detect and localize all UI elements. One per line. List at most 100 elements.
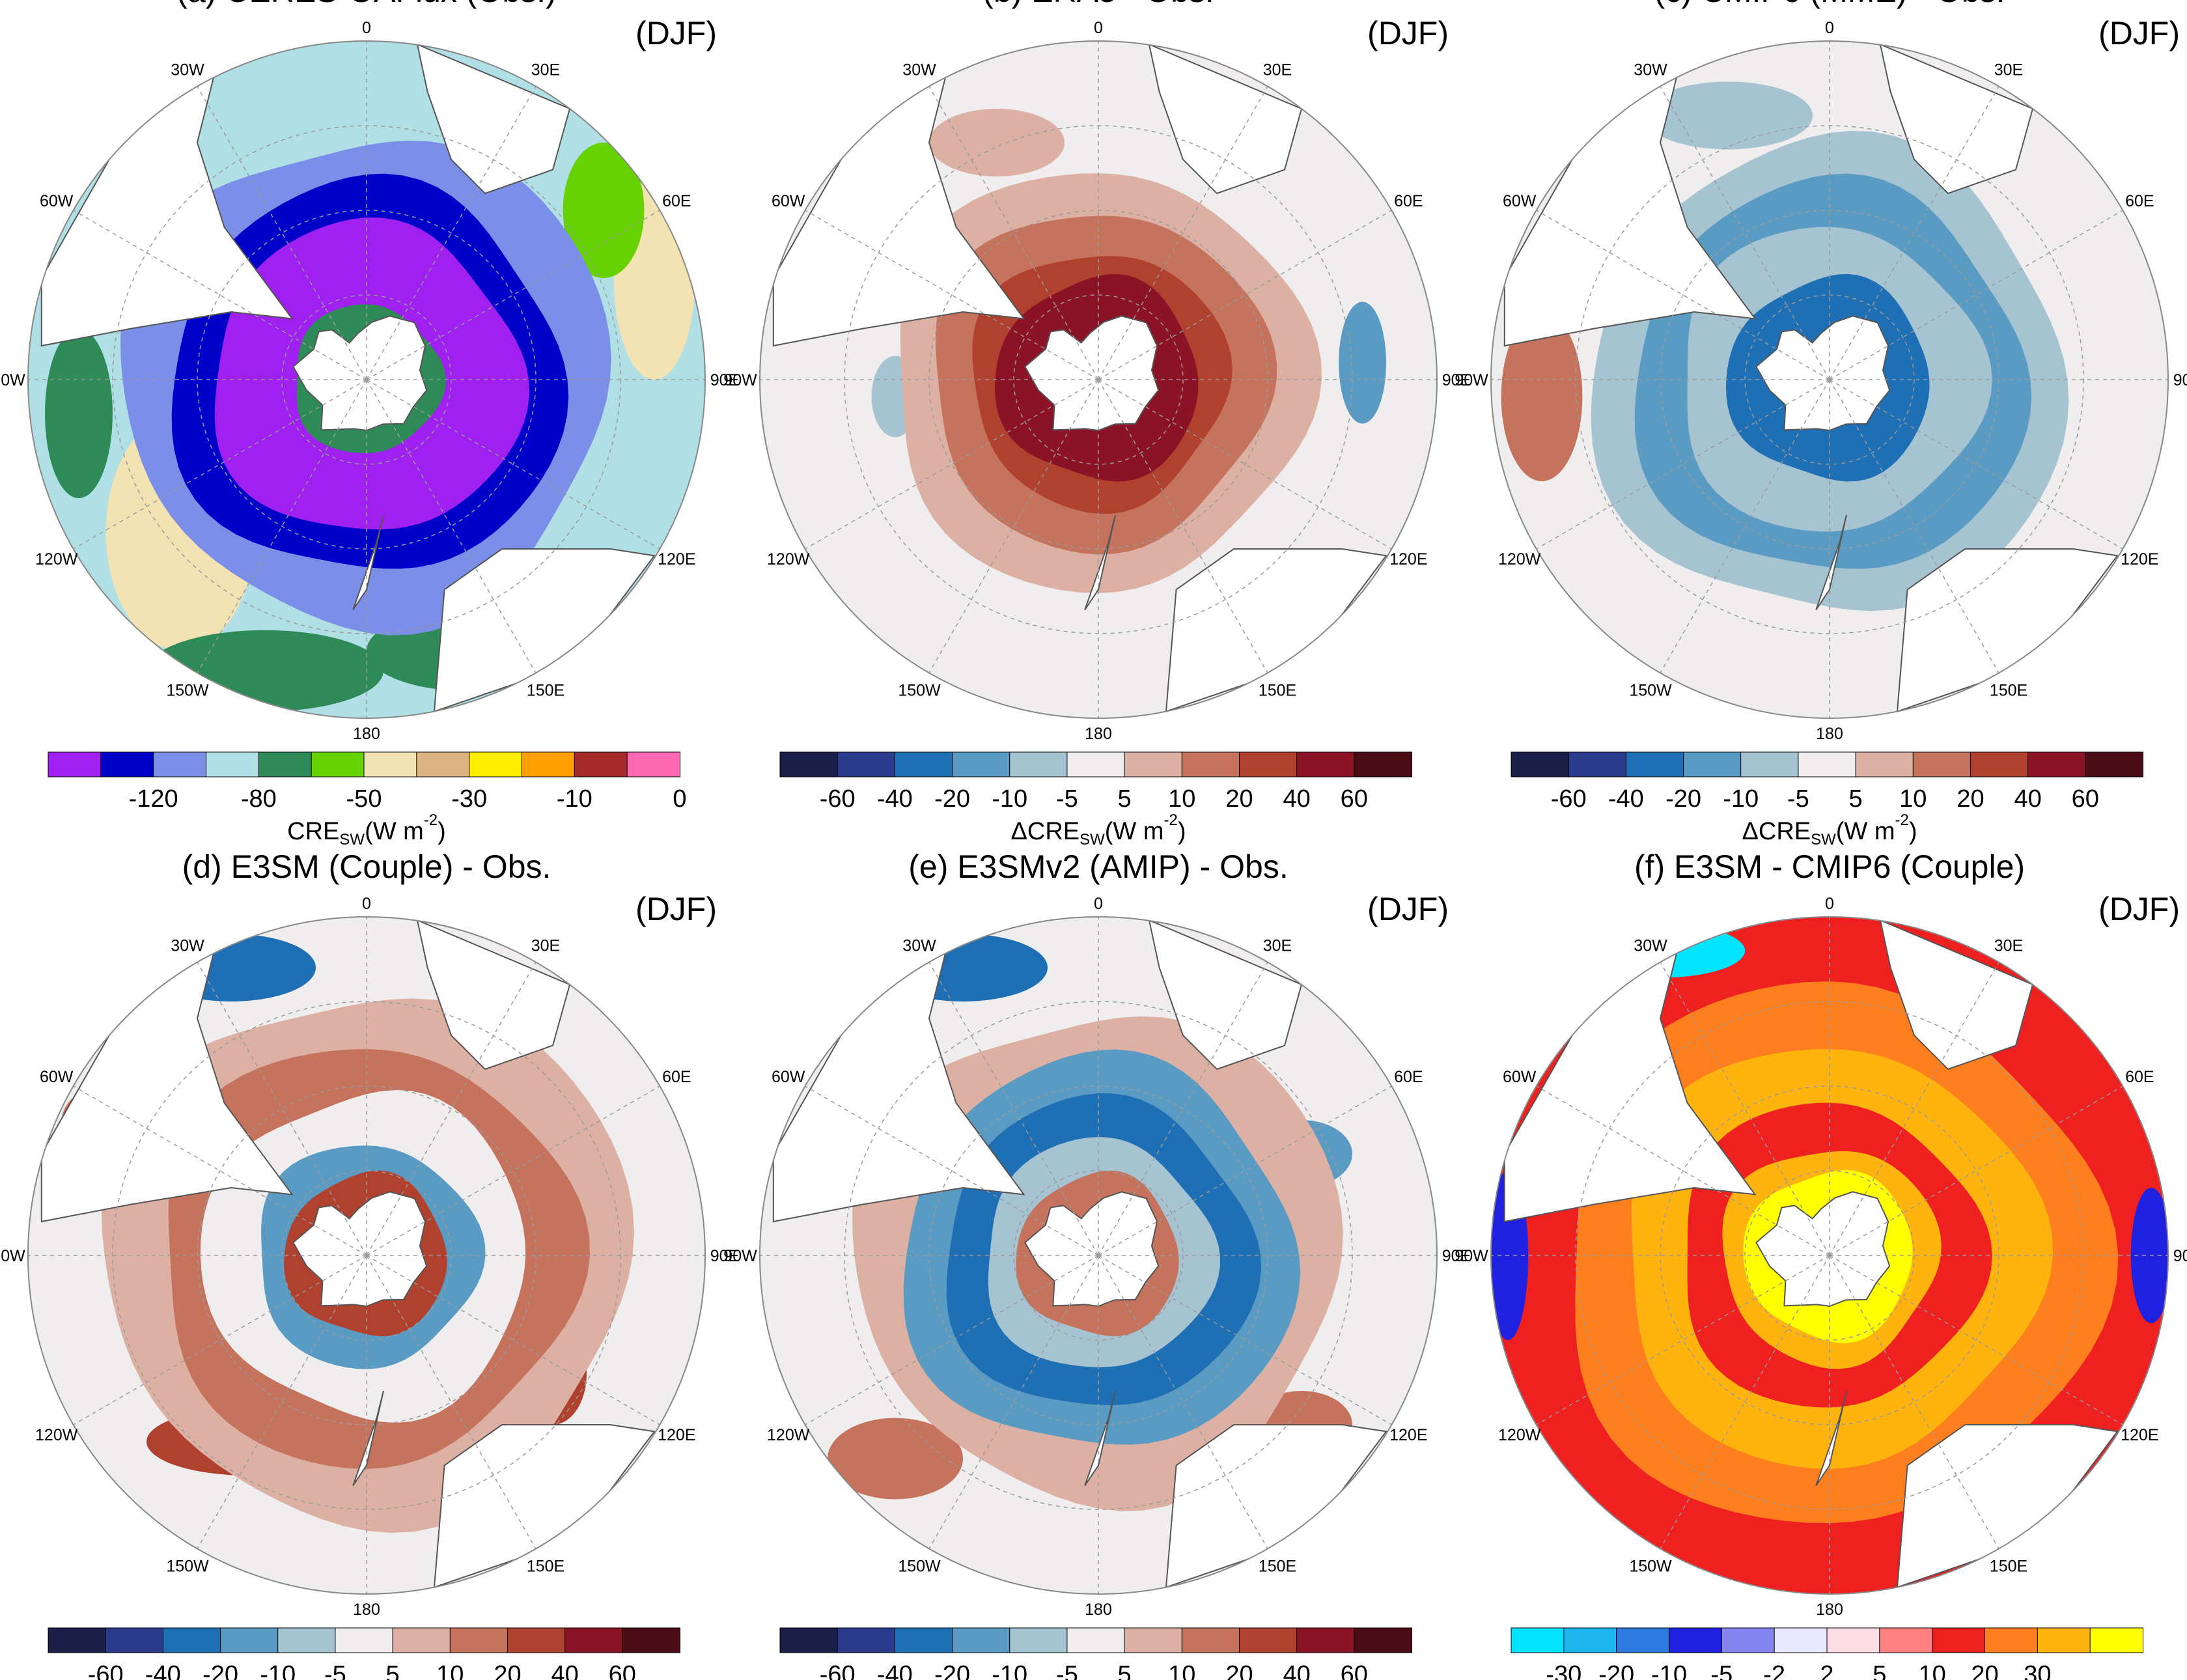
longitude-label: 180 — [1085, 725, 1112, 743]
graticule — [1491, 41, 2168, 718]
colorbar-swatch — [1511, 1627, 1565, 1653]
longitude-label: 30W — [171, 937, 204, 955]
map-field-a — [28, 41, 705, 718]
longitude-label: 90E — [710, 1247, 739, 1265]
map-boundary — [759, 916, 1438, 1595]
colorbar-swatch — [2037, 1627, 2091, 1653]
longitude-label: 0 — [1094, 19, 1103, 37]
longitude-label: 180 — [353, 1601, 380, 1619]
colorbar-swatch — [837, 751, 896, 777]
longitude-label: 150E — [1259, 1557, 1296, 1575]
colorbar-tick-label: 5 — [1118, 1661, 1132, 1680]
colorbar-swatch — [779, 1627, 839, 1653]
map-panel-e: 0 30E 60E 90E 120E 150E 180 150W 120W 90W 60W 30W (e… — [723, 848, 1471, 1680]
colorbar-tick-label: -40 — [145, 1661, 181, 1680]
colorbar-swatch — [2089, 1627, 2144, 1653]
colorbar-tick-label: 5 — [1118, 785, 1132, 813]
longitude-label: 150W — [898, 1557, 941, 1575]
season-label: (DJF) — [2098, 15, 2180, 51]
map-panel-a: 0 30E 60E 90E 120E 150E 180 150W 120W 90W 60W 30W (a… — [0, 0, 739, 848]
graticule — [28, 41, 705, 718]
colorbar-title-part: ) — [438, 818, 446, 845]
new-zealand-landmass — [352, 514, 384, 611]
colorbar-swatch — [311, 751, 365, 777]
colorbar-tick-label: 10 — [1899, 785, 1927, 813]
colorbar-tick-label: 40 — [551, 1661, 578, 1680]
colorbar-swatch — [1568, 751, 1627, 777]
longitude-label: 60W — [1503, 192, 1537, 210]
season-label: (DJF) — [1367, 15, 1449, 51]
colorbar-tick-label: -5 — [1710, 1661, 1733, 1680]
colorbar-tick-label: 10 — [436, 1661, 464, 1680]
longitude-label: 30E — [531, 937, 560, 955]
colorbar-swatch — [1798, 751, 1857, 777]
longitude-label: 30E — [1994, 937, 2023, 955]
antarctica-landmass — [292, 1191, 428, 1308]
longitude-label: 150W — [166, 1557, 209, 1575]
colorbar-title-part: CRE — [1027, 818, 1080, 845]
colorbar-swatch — [1354, 1627, 1412, 1653]
graticule — [28, 917, 705, 1594]
colorbar-swatch — [1066, 751, 1126, 777]
longitude-label: 60W — [40, 192, 74, 210]
longitude-label: 60W — [1503, 1068, 1537, 1086]
colorbar-tick-label: 60 — [1341, 785, 1368, 813]
colorbar-tick-label: 60 — [1341, 1661, 1368, 1680]
map-field-d — [28, 917, 705, 1594]
colorbar-swatch — [894, 751, 953, 777]
panel-title: (a) CERES-OAFlux (Obs.) — [176, 0, 556, 9]
colorbar-swatch — [1683, 751, 1742, 777]
longitude-label: 90W — [0, 1247, 25, 1265]
map-panel-d: 0 30E 60E 90E 120E 150E 180 150W 120W 90W 60W 30W (d… — [0, 848, 739, 1680]
colorbar-swatch — [220, 1627, 279, 1653]
longitude-label: 30E — [531, 61, 560, 79]
colorbar-tick-label: 40 — [1283, 1661, 1310, 1680]
colorbar-tick-label: -5 — [1056, 785, 1078, 813]
map-boundary — [1490, 40, 2169, 719]
longitude-label: 150W — [1629, 681, 1672, 699]
colorbar-title: ΔCRESW(W m-2) — [1010, 811, 1186, 848]
longitude-label: 120W — [1498, 550, 1541, 568]
panel-title: (e) E3SMv2 (AMIP) - Obs. — [908, 848, 1288, 885]
panel-title: (d) E3SM (Couple) - Obs. — [182, 848, 551, 885]
colorbar-tick-label: 20 — [1225, 1661, 1253, 1680]
colorbar-swatch — [1774, 1627, 1828, 1653]
colorbar-title: CRESW(W m-2) — [287, 811, 446, 848]
colorbar-tick-label: -120 — [129, 785, 178, 813]
colorbar-swatch — [100, 751, 154, 777]
colorbar-swatch — [1511, 751, 1570, 777]
longitude-label: 90W — [1455, 1247, 1488, 1265]
longitude-label: 180 — [1816, 1601, 1843, 1619]
colorbar-swatch — [1985, 1627, 2039, 1653]
colorbar-tick-label: -5 — [324, 1661, 346, 1680]
longitude-label: 0 — [1825, 19, 1834, 37]
longitude-label: 60E — [2125, 192, 2154, 210]
colorbar-tick-label: 2 — [1820, 1661, 1833, 1680]
longitude-label: 30W — [902, 937, 936, 955]
colorbar-swatch — [48, 1627, 107, 1653]
colorbar-tick-label: -40 — [1608, 785, 1644, 813]
colorbar-swatch — [779, 751, 839, 777]
map-boundary — [759, 40, 1438, 719]
colorbar-tick-label: 0 — [673, 785, 686, 813]
colorbar-tick-label: -10 — [1723, 785, 1759, 813]
colorbar-title-part: -2 — [424, 811, 438, 829]
colorbar-swatch — [894, 1627, 953, 1653]
longitude-label: 90E — [1442, 371, 1471, 389]
field-anomaly-patch — [45, 329, 113, 498]
longitude-label: 120E — [2121, 1426, 2158, 1444]
colorbar-tick-label: 20 — [1971, 1661, 1998, 1680]
colorbar-swatch — [1124, 1627, 1183, 1653]
colorbar-swatch — [392, 1627, 451, 1653]
colorbar-swatch — [1669, 1627, 1723, 1653]
panel-title: (b) ERA5 - Obs. — [982, 0, 1214, 9]
colorbar-tick-label: 20 — [1957, 785, 1984, 813]
panel-title: (c) CMIP6 (MME) - Obs. — [1654, 0, 2005, 9]
longitude-label: 90E — [2173, 1247, 2187, 1265]
new-zealand-landmass — [1084, 514, 1116, 611]
graticule — [760, 917, 1437, 1594]
colorbar-swatch — [1932, 1627, 1986, 1653]
colorbar-swatch — [416, 751, 470, 777]
